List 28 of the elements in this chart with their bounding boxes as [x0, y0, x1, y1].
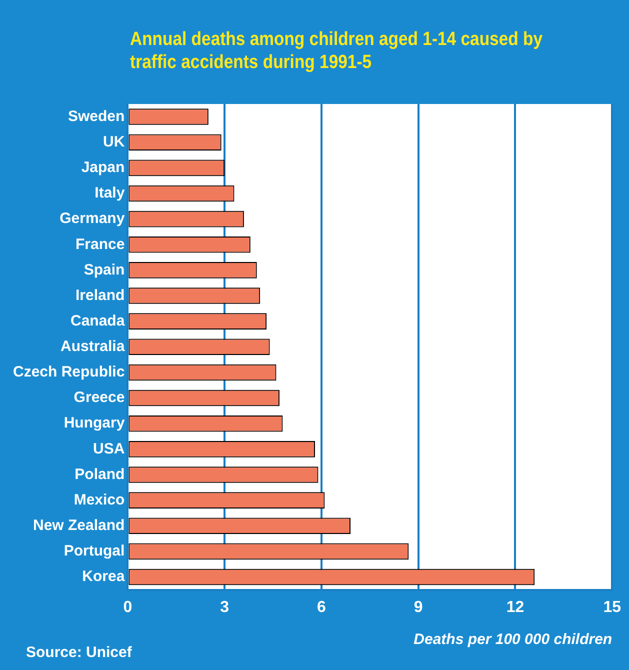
chart-title: Annual deaths among children aged 1-14 caused by traffic accidents during 1991-5: [130, 28, 544, 74]
y-tick-label: Greece: [74, 389, 125, 406]
y-tick-label: Germany: [60, 210, 126, 228]
x-tick-label: 0: [123, 598, 132, 616]
y-tick-label: USA: [93, 440, 125, 458]
y-tick-label: France: [75, 236, 125, 253]
x-axis-title: Deaths per 100 000 children: [414, 631, 612, 648]
y-tick-label: Australia: [60, 338, 126, 356]
y-tick-label: Hungary: [64, 414, 126, 432]
y-tick-label: Ireland: [76, 286, 125, 304]
y-tick-label: Sweden: [68, 108, 125, 125]
y-tick-label: Czech Republic: [13, 364, 125, 381]
y-tick-label: Italy: [94, 184, 126, 202]
x-tick-label: 12: [506, 598, 524, 616]
y-tick-label: UK: [103, 133, 125, 150]
y-tick-label: Korea: [82, 568, 126, 586]
y-tick-label: Spain: [84, 261, 125, 278]
x-tick-label: 9: [414, 598, 423, 616]
y-tick-label: New Zealand: [32, 517, 125, 534]
x-tick-label: 6: [317, 598, 326, 616]
y-tick-label: Japan: [81, 159, 125, 176]
x-tick-label: 15: [603, 598, 622, 616]
y-tick-label: Canada: [70, 312, 126, 330]
y-tick-label: Portugal: [64, 542, 125, 560]
source-note: Source: Unicef: [26, 644, 132, 661]
x-tick-label: 3: [220, 598, 230, 616]
y-tick-label: Mexico: [74, 491, 125, 508]
y-tick-label: Poland: [74, 466, 125, 483]
